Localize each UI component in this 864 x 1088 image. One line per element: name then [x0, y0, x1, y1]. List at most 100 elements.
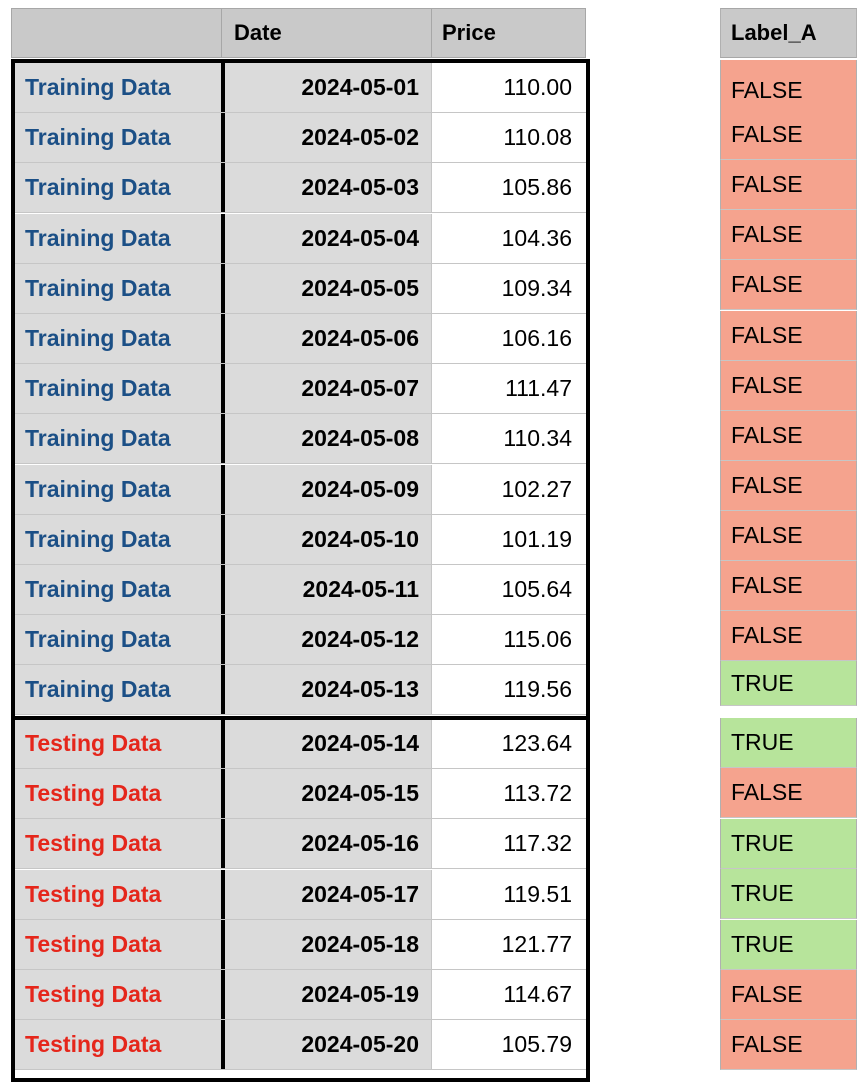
split-cell[interactable]: Training Data: [11, 565, 221, 614]
price-cell[interactable]: 121.77: [431, 919, 586, 969]
split-cell[interactable]: Training Data: [11, 364, 221, 414]
split-cell[interactable]: Testing Data: [11, 970, 221, 1019]
split-cell[interactable]: Testing Data: [11, 1020, 221, 1070]
table-row: Training Data 2024-05-02 110.08: [11, 113, 586, 164]
split-cell[interactable]: Training Data: [11, 464, 221, 514]
label-cell[interactable]: TRUE: [720, 919, 857, 970]
label-header-cell[interactable]: Label_A: [720, 8, 857, 58]
label-cell[interactable]: FALSE: [720, 768, 857, 819]
price-cell[interactable]: 115.06: [431, 615, 586, 665]
label-cell[interactable]: FALSE: [720, 611, 857, 662]
price-cell[interactable]: 110.34: [431, 414, 586, 464]
date-cell[interactable]: 2024-05-08: [221, 414, 431, 464]
split-cell[interactable]: Training Data: [11, 163, 221, 213]
date-cell[interactable]: 2024-05-09: [221, 464, 431, 514]
table-row: Testing Data 2024-05-17 119.51: [11, 869, 586, 920]
label-cell[interactable]: TRUE: [720, 869, 857, 920]
price-cell[interactable]: 106.16: [431, 314, 586, 363]
header-row: Date Price: [11, 8, 586, 58]
price-cell[interactable]: 123.64: [431, 719, 586, 768]
label-cell[interactable]: FALSE: [720, 410, 857, 461]
label-cell[interactable]: FALSE: [720, 110, 857, 161]
header-price-cell[interactable]: Price: [431, 8, 586, 58]
split-cell[interactable]: Training Data: [11, 263, 221, 313]
split-cell[interactable]: Training Data: [11, 665, 221, 715]
date-cell[interactable]: 2024-05-19: [221, 970, 431, 1019]
label-cell[interactable]: TRUE: [720, 818, 857, 869]
split-cell[interactable]: Training Data: [11, 113, 221, 163]
split-cell[interactable]: Testing Data: [11, 769, 221, 819]
price-cell[interactable]: 102.27: [431, 464, 586, 514]
date-cell[interactable]: 2024-05-17: [221, 869, 431, 919]
price-cell[interactable]: 109.34: [431, 263, 586, 313]
date-cell[interactable]: 2024-05-01: [221, 63, 431, 112]
date-cell[interactable]: 2024-05-04: [221, 213, 431, 263]
date-cell[interactable]: 2024-05-05: [221, 263, 431, 313]
split-cell[interactable]: Testing Data: [11, 869, 221, 919]
header-date-cell[interactable]: Date: [221, 8, 431, 58]
table-row: Training Data 2024-05-09 102.27: [11, 464, 586, 515]
split-cell[interactable]: Training Data: [11, 514, 221, 564]
date-cell[interactable]: 2024-05-11: [221, 565, 431, 614]
label-cell[interactable]: FALSE: [720, 160, 857, 211]
split-cell[interactable]: Training Data: [11, 314, 221, 363]
split-cell[interactable]: Testing Data: [11, 719, 221, 768]
label-cell[interactable]: FALSE: [720, 970, 857, 1020]
main-data-table: Date Price Training Data 2024-05-01 110.00 Tr…: [11, 8, 590, 1082]
table-row: Testing Data 2024-05-16 117.32: [11, 819, 586, 870]
label-cell[interactable]: FALSE: [720, 460, 857, 511]
date-cell[interactable]: 2024-05-18: [221, 919, 431, 969]
table-row: Training Data 2024-05-03 105.86: [11, 163, 586, 214]
price-cell[interactable]: 111.47: [431, 364, 586, 414]
date-cell[interactable]: 2024-05-03: [221, 163, 431, 213]
table-row: Training Data 2024-05-06 106.16: [11, 314, 586, 364]
label-cell[interactable]: FALSE: [720, 310, 857, 361]
price-cell[interactable]: 101.19: [431, 514, 586, 564]
table-row: Training Data 2024-05-13 119.56: [11, 665, 586, 716]
label-cell[interactable]: FALSE: [720, 260, 857, 311]
date-cell[interactable]: 2024-05-13: [221, 665, 431, 715]
price-cell[interactable]: 105.79: [431, 1020, 586, 1070]
date-cell[interactable]: 2024-05-15: [221, 769, 431, 819]
date-cell[interactable]: 2024-05-02: [221, 113, 431, 163]
table-row: Training Data 2024-05-04 104.36: [11, 213, 586, 264]
price-cell[interactable]: 113.72: [431, 769, 586, 819]
label-cell[interactable]: FALSE: [720, 210, 857, 261]
label-cell[interactable]: FALSE: [720, 510, 857, 561]
table-row: Testing Data 2024-05-19 114.67: [11, 970, 586, 1020]
table-row: Training Data 2024-05-07 111.47: [11, 364, 586, 415]
price-cell[interactable]: 105.86: [431, 163, 586, 213]
table-row: Training Data 2024-05-08 110.34: [11, 414, 586, 465]
label-cell[interactable]: TRUE: [720, 661, 857, 707]
date-cell[interactable]: 2024-05-07: [221, 364, 431, 414]
table-row: Testing Data 2024-05-15 113.72: [11, 769, 586, 820]
label-cell[interactable]: FALSE: [720, 1020, 857, 1071]
table-row: Training Data 2024-05-10 101.19: [11, 514, 586, 565]
price-cell[interactable]: 110.08: [431, 113, 586, 163]
split-cell[interactable]: Training Data: [11, 414, 221, 464]
split-cell[interactable]: Training Data: [11, 63, 221, 112]
price-cell[interactable]: 117.32: [431, 819, 586, 869]
price-cell[interactable]: 119.51: [431, 869, 586, 919]
price-cell[interactable]: 104.36: [431, 213, 586, 263]
date-cell[interactable]: 2024-05-10: [221, 514, 431, 564]
split-cell[interactable]: Training Data: [11, 213, 221, 263]
date-cell[interactable]: 2024-05-06: [221, 314, 431, 363]
price-cell[interactable]: 110.00: [431, 63, 586, 112]
date-cell[interactable]: 2024-05-14: [221, 719, 431, 768]
label-cell[interactable]: FALSE: [720, 360, 857, 411]
price-cell[interactable]: 105.64: [431, 565, 586, 614]
price-cell[interactable]: 114.67: [431, 970, 586, 1019]
label-cell[interactable]: FALSE: [720, 561, 857, 611]
label-cell[interactable]: TRUE: [720, 718, 857, 768]
date-cell[interactable]: 2024-05-12: [221, 615, 431, 665]
header-split-cell[interactable]: [11, 8, 221, 58]
price-cell[interactable]: 119.56: [431, 665, 586, 715]
split-cell[interactable]: Testing Data: [11, 919, 221, 969]
split-cell[interactable]: Training Data: [11, 615, 221, 665]
split-cell[interactable]: Testing Data: [11, 819, 221, 869]
table-row: Testing Data 2024-05-20 105.79: [11, 1020, 586, 1071]
date-cell[interactable]: 2024-05-16: [221, 819, 431, 869]
table-row: Training Data 2024-05-12 115.06: [11, 615, 586, 666]
date-cell[interactable]: 2024-05-20: [221, 1020, 431, 1070]
